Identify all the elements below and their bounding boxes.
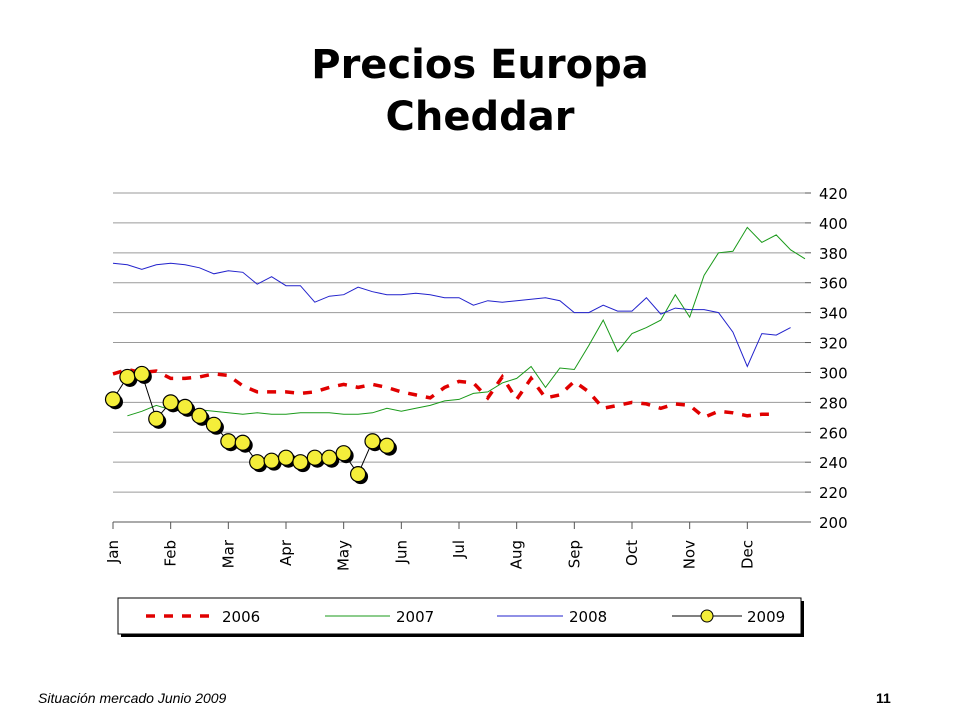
y-tick-label: 220	[819, 484, 848, 502]
x-tick-label: Mar	[219, 539, 237, 568]
y-tick-label: 200	[819, 514, 848, 532]
data-point	[191, 407, 208, 424]
y-tick-label: 400	[819, 215, 848, 233]
data-point	[306, 449, 323, 466]
footer-source: Situación mercado Junio 2009	[38, 690, 227, 706]
data-point	[234, 434, 251, 451]
series-line-2008	[112, 262, 791, 368]
y-tick-label: 260	[819, 424, 848, 442]
y-tick-label: 300	[819, 364, 848, 382]
data-point	[277, 449, 295, 466]
x-tick-label: Jul	[450, 540, 468, 559]
legend-marker	[700, 609, 714, 623]
legend-label-2009: 2009	[747, 608, 785, 626]
y-tick-label: 280	[819, 394, 848, 412]
x-tick-label: Nov	[681, 540, 699, 569]
x-tick-label: Jun	[392, 540, 410, 564]
x-tick-label: Dec	[738, 540, 756, 569]
series-line-2007	[127, 226, 806, 417]
x-tick-label: May	[335, 540, 353, 571]
y-tick-label: 420	[819, 185, 848, 203]
y-tick-label: 360	[819, 275, 848, 293]
data-point	[220, 433, 237, 450]
data-point	[364, 433, 381, 450]
x-tick-label: Jan	[104, 540, 122, 564]
x-tick-label: Aug	[508, 540, 526, 569]
data-point	[133, 365, 150, 383]
page-number: 11	[876, 690, 891, 706]
x-tick-label: Apr	[277, 539, 295, 566]
data-point	[162, 394, 179, 411]
series-line-2006	[112, 367, 777, 420]
data-point	[249, 454, 266, 471]
x-tick-label: Sep	[565, 540, 583, 568]
legend-label-2007: 2007	[396, 608, 434, 626]
x-tick-label: Oct	[623, 540, 641, 566]
data-point	[119, 368, 136, 386]
data-point	[321, 449, 338, 466]
y-tick-label: 240	[819, 454, 848, 472]
y-tick-label: 320	[819, 335, 848, 353]
data-point	[335, 445, 352, 462]
data-point	[104, 391, 122, 408]
x-tick-label: Feb	[162, 540, 180, 567]
data-point	[263, 452, 280, 469]
data-point	[378, 437, 396, 454]
data-point	[349, 466, 367, 483]
data-point	[148, 410, 165, 427]
chart-title: Precios Europa	[311, 42, 649, 88]
chart-subtitle: Cheddar	[385, 94, 575, 140]
legend-label-2006: 2006	[222, 608, 260, 626]
legend-label-2008: 2008	[569, 608, 607, 626]
data-point	[176, 398, 194, 415]
chart-area: 200 220 240 260 280 300 320 340 360 380 400 420 Jan F…	[104, 185, 848, 637]
y-tick-label: 380	[819, 245, 848, 263]
data-point	[292, 454, 309, 471]
data-point	[205, 416, 223, 433]
y-tick-label: 340	[819, 305, 848, 323]
